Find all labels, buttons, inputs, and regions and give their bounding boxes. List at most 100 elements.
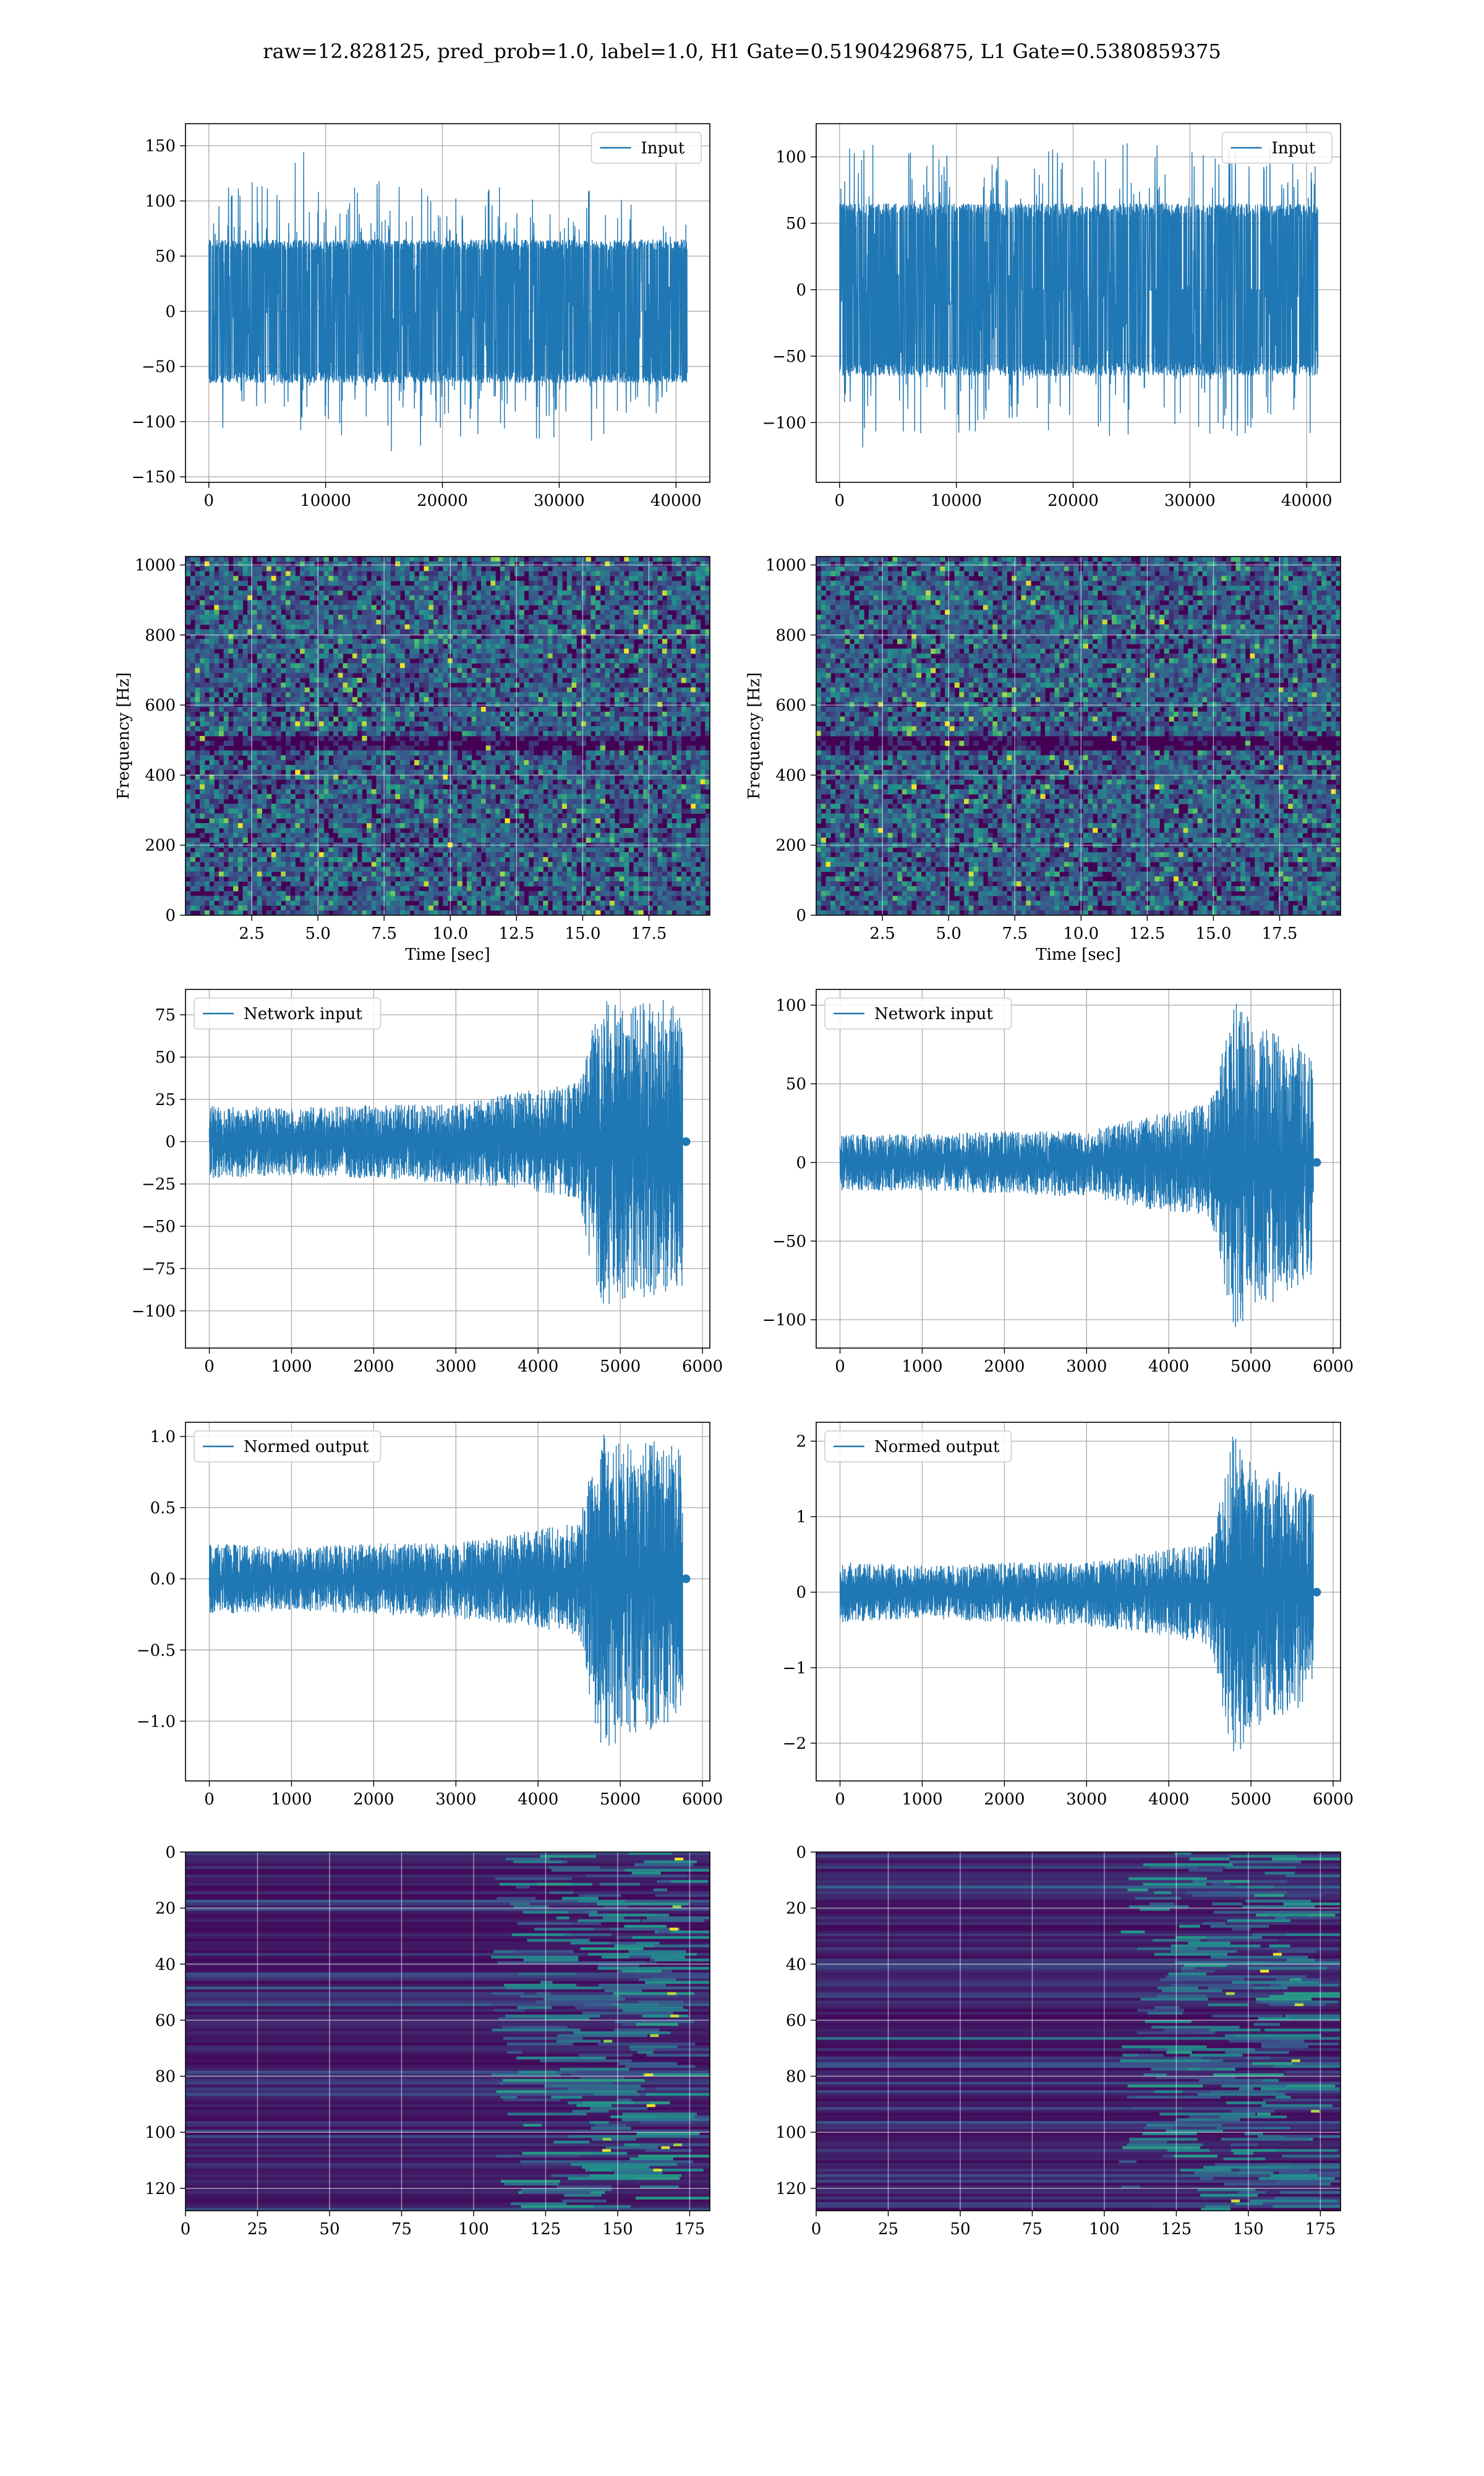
heatmap-cell xyxy=(495,697,500,702)
heatmap-cell xyxy=(271,561,276,566)
heatmap-cell xyxy=(395,813,400,818)
heatmap-cell xyxy=(610,712,615,717)
heatmap-cell xyxy=(453,717,458,722)
heatmap-cell xyxy=(696,625,701,630)
heatmap-cell xyxy=(238,818,243,823)
heatmap-cell xyxy=(376,818,381,823)
heatmap-cell xyxy=(381,581,386,586)
heatmap-cell xyxy=(238,717,243,722)
heatmap-cell xyxy=(262,683,267,688)
heatmap-cell xyxy=(610,571,615,576)
heatmap-cell xyxy=(243,741,248,746)
heatmap-cell xyxy=(571,600,576,605)
heatmap-cell xyxy=(519,615,524,620)
heatmap-cell xyxy=(386,659,391,664)
heatmap-cell xyxy=(701,591,706,596)
heatmap-cell xyxy=(210,561,215,566)
heatmap-cell xyxy=(300,576,305,581)
heatmap-cell xyxy=(505,600,510,605)
heatmap-cell xyxy=(620,639,625,644)
heatmap-cell xyxy=(429,799,433,804)
heatmap-cell xyxy=(314,755,319,760)
heatmap-cell xyxy=(562,789,567,794)
heatmap-cell xyxy=(352,712,357,717)
heatmap-cell xyxy=(667,755,672,760)
heatmap-cell xyxy=(657,644,662,649)
heatmap-cell xyxy=(600,726,605,731)
heatmap-cell xyxy=(424,751,429,756)
heatmap-cell xyxy=(262,673,267,678)
heatmap-cell xyxy=(453,702,458,707)
heatmap-cell xyxy=(338,712,343,717)
heatmap-cell xyxy=(529,780,534,785)
heatmap-cell xyxy=(271,600,276,605)
heatmap-cell xyxy=(333,673,338,678)
heatmap-cell xyxy=(419,692,424,697)
heatmap-cell xyxy=(286,813,291,818)
heatmap-cell xyxy=(543,668,548,673)
heatmap-cell xyxy=(328,600,333,605)
heatmap-cell xyxy=(543,731,548,736)
heatmap-cell xyxy=(605,581,610,586)
heatmap-cell xyxy=(529,576,534,581)
heatmap-cell xyxy=(300,741,305,746)
heatmap-cell xyxy=(362,717,367,722)
heatmap-cell xyxy=(348,712,352,717)
heatmap-cell xyxy=(681,789,686,794)
heatmap-cell xyxy=(571,731,576,736)
heatmap-cell xyxy=(553,707,558,712)
heatmap-cell xyxy=(224,639,229,644)
heatmap-cell xyxy=(605,712,610,717)
heatmap-cell xyxy=(576,659,581,664)
heatmap-cell xyxy=(305,625,310,630)
heatmap-cell xyxy=(529,620,534,625)
heatmap-cell xyxy=(276,799,281,804)
heatmap-cell xyxy=(395,591,400,596)
heatmap-cell xyxy=(271,644,276,649)
heatmap-cell xyxy=(567,663,572,668)
heatmap-cell xyxy=(343,663,348,668)
heatmap-cell xyxy=(362,625,367,630)
heatmap-cell xyxy=(605,566,610,571)
heatmap-cell xyxy=(324,620,329,625)
heatmap-cell xyxy=(390,818,395,823)
heatmap-cell xyxy=(309,596,314,600)
heatmap-cell xyxy=(328,630,333,634)
heatmap-cell xyxy=(357,600,362,605)
heatmap-cell xyxy=(405,721,410,726)
heatmap-cell xyxy=(557,760,562,765)
heatmap-cell xyxy=(376,620,381,625)
heatmap-cell xyxy=(691,591,696,596)
heatmap-cell xyxy=(324,591,329,596)
heatmap-cell xyxy=(352,780,357,785)
heatmap-cell xyxy=(519,697,524,702)
heatmap-cell xyxy=(252,673,257,678)
heatmap-cell xyxy=(200,571,205,576)
heatmap-cell xyxy=(228,576,233,581)
heatmap-cell xyxy=(553,557,558,561)
heatmap-cell xyxy=(252,697,257,702)
heatmap-cell xyxy=(338,605,343,610)
heatmap-cell xyxy=(686,746,691,751)
heatmap-cell xyxy=(319,712,324,717)
heatmap-cell xyxy=(676,586,681,591)
heatmap-cell xyxy=(605,591,610,596)
heatmap-cell xyxy=(591,809,595,814)
heatmap-cell xyxy=(514,659,519,664)
heatmap-cell xyxy=(510,600,514,605)
heatmap-cell xyxy=(305,726,310,731)
heatmap-cell xyxy=(624,813,629,818)
heatmap-cell xyxy=(615,717,620,722)
heatmap-cell xyxy=(586,784,591,789)
heatmap-cell xyxy=(638,615,643,620)
heatmap-cell xyxy=(600,566,605,571)
heatmap-cell xyxy=(190,586,195,591)
heatmap-cell xyxy=(567,804,572,809)
heatmap-cell xyxy=(557,809,562,814)
heatmap-cell xyxy=(571,736,576,741)
heatmap-cell xyxy=(576,692,581,697)
heatmap-cell xyxy=(657,605,662,610)
heatmap-cell xyxy=(567,600,572,605)
heatmap-cell xyxy=(429,659,433,664)
heatmap-cell xyxy=(676,765,681,770)
